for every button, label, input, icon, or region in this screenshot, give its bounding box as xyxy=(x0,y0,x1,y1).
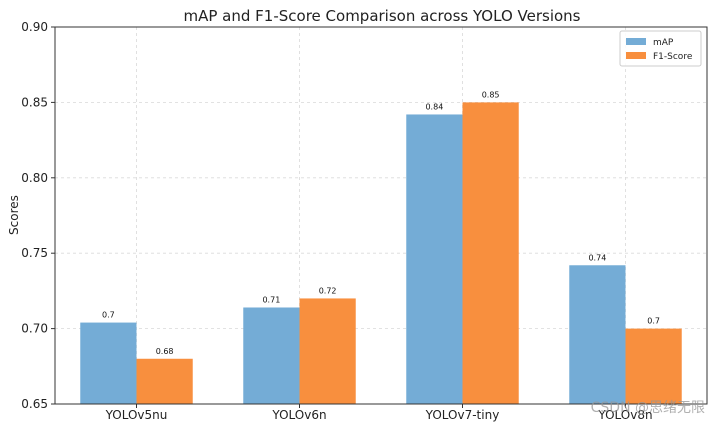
watermark: CSDN @思绪无限 xyxy=(590,400,705,416)
data-label: 0.68 xyxy=(156,347,174,356)
x-tick-label: YOLOv7-tiny xyxy=(425,408,500,422)
y-tick-label: 0.65 xyxy=(21,397,48,411)
bar-f1-score-yolov7-tiny xyxy=(462,102,519,405)
bar-f1-score-yolov6n xyxy=(299,298,356,404)
bars xyxy=(80,102,682,405)
y-tick-label: 0.80 xyxy=(21,171,48,185)
data-label: 0.74 xyxy=(588,253,606,262)
legend: mAP F1-Score xyxy=(619,30,702,67)
legend-label-f1-score: F1-Score xyxy=(653,52,693,62)
bar-map-yolov5nu xyxy=(80,322,137,404)
y-tick-label: 0.70 xyxy=(21,322,48,336)
bar-f1-score-yolov8n xyxy=(625,328,682,404)
data-label: 0.71 xyxy=(262,295,280,304)
plot-frame xyxy=(54,26,708,405)
bar-map-yolov7-tiny xyxy=(406,114,463,405)
bar-map-yolov8n xyxy=(569,265,626,404)
data-label: 0.7 xyxy=(102,311,115,320)
legend-swatch-f1-score xyxy=(626,52,646,59)
x-tick-label: YOLOv8n xyxy=(597,408,652,422)
x-tick-label: YOLOv5nu xyxy=(105,408,168,422)
x-tick-label: YOLOv6n xyxy=(271,408,326,422)
chart-title: mAP and F1-Score Comparison across YOLO … xyxy=(184,7,581,25)
data-label: 0.85 xyxy=(482,90,500,99)
bar-f1-score-yolov5nu xyxy=(136,358,193,404)
legend-label-map: mAP xyxy=(653,38,674,48)
data-label: 0.72 xyxy=(319,286,337,295)
y-tick-label: 0.75 xyxy=(21,246,48,260)
data-label: 0.7 xyxy=(647,317,660,326)
legend-swatch-map xyxy=(626,38,646,45)
data-label: 0.84 xyxy=(425,102,443,111)
y-tick-label: 0.90 xyxy=(21,20,48,34)
axis-ticks: 0.65 0.70 0.75 0.80 0.85 0.90 YOLOv5nu YOLOv6n Y… xyxy=(21,20,652,422)
y-axis-label: Scores xyxy=(7,195,21,235)
bar-map-yolov6n xyxy=(243,307,300,404)
y-tick-label: 0.85 xyxy=(21,95,48,109)
data-labels: 0.7 0.71 0.84 0.74 0.68 0.72 0.85 0.7 xyxy=(102,90,660,355)
